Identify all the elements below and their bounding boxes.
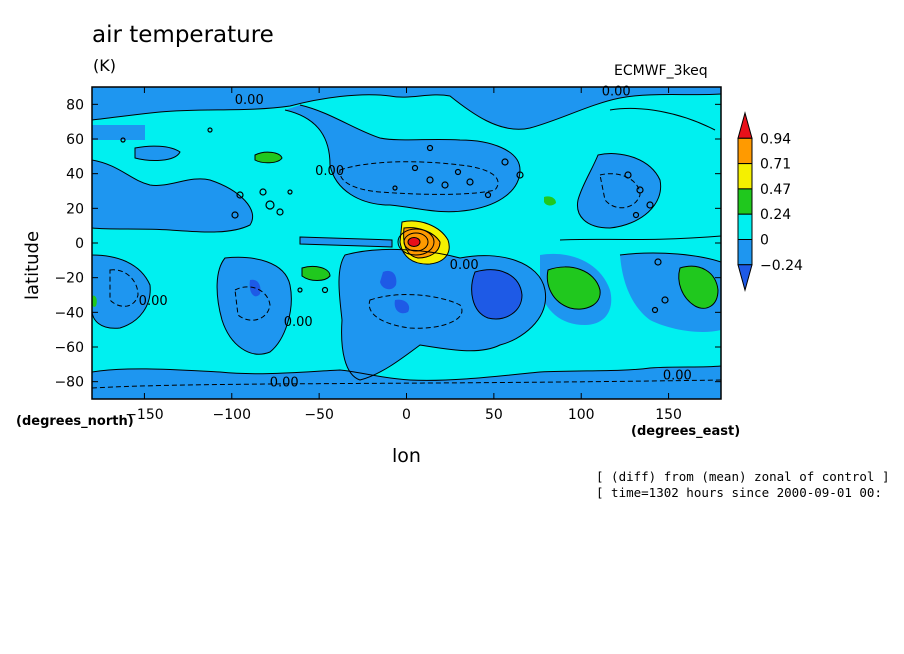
colorbar: 0.94 0.71 0.47 0.24 0 −0.24 — [737, 111, 803, 292]
colorbar-label: 0.94 — [760, 131, 791, 147]
y-tick-label: −80 — [54, 375, 84, 391]
x-tick-label: 0 — [402, 407, 411, 423]
colorbar-swatch — [737, 264, 753, 292]
note-line-1: [ (diff) from (mean) zonal of control ] — [596, 469, 890, 484]
colorbar-label: 0 — [760, 233, 769, 249]
contour-label: 0.00 — [284, 315, 313, 330]
y-tick-label: −40 — [54, 305, 84, 321]
contour-label: 0.00 — [602, 84, 631, 99]
note-line-2: [ time=1302 hours since 2000-09-01 00: — [596, 485, 882, 500]
contour-label: 0.00 — [663, 369, 692, 384]
contour-label: 0.00 — [450, 258, 479, 273]
colorbar-swatch — [737, 188, 753, 215]
colorbar-label: 0.71 — [760, 157, 791, 173]
x-axis: −150 −100 −50 0 50 100 150 — [125, 87, 682, 423]
y-tick-label: −60 — [54, 340, 84, 356]
contour-label: 0.00 — [315, 164, 344, 179]
y-tick-label: 80 — [66, 97, 84, 113]
x-tick-label: −50 — [304, 407, 334, 423]
chart-units: (K) — [93, 56, 116, 75]
y-tick-label: 20 — [66, 201, 84, 217]
x-tick-label: −150 — [125, 407, 163, 423]
small-contours — [120, 127, 669, 314]
colorbar-label: −0.24 — [760, 258, 803, 274]
colorbar-label: 0.47 — [760, 182, 791, 198]
x-tick-label: −100 — [213, 407, 251, 423]
y-tick-label: 0 — [75, 236, 84, 252]
contour-label: 0.00 — [139, 294, 168, 309]
x-axis-label: lon — [392, 445, 421, 467]
contour-label: 0.00 — [270, 376, 299, 391]
y-axis-label: latitude — [22, 230, 43, 300]
solid-contours — [92, 93, 721, 381]
colorbar-swatch — [737, 163, 753, 190]
y-tick-label: −20 — [54, 271, 84, 287]
contour-labels: 0.00 0.00 0.00 0.00 0.00 0.00 0.00 0.00 — [139, 84, 692, 390]
x-tick-label: 150 — [655, 407, 682, 423]
source-label: ECMWF_3keq — [614, 63, 708, 79]
colorbar-swatch — [737, 137, 753, 165]
x-tick-label: 50 — [485, 407, 503, 423]
colorbar-swatch — [737, 111, 753, 139]
contour-field — [92, 87, 721, 399]
dashed-contours — [92, 161, 721, 389]
x-units-label: (degrees_east) — [631, 424, 741, 439]
y-tick-label: 40 — [66, 167, 84, 183]
colorbar-swatch — [737, 213, 753, 240]
y-units-label: (degrees_north) — [16, 414, 134, 429]
y-axis: 80 60 40 20 0 −20 −40 −60 −80 — [54, 97, 721, 391]
contour-label: 0.00 — [235, 93, 264, 108]
chart-title: air temperature — [92, 22, 274, 48]
y-tick-label: 60 — [66, 132, 84, 148]
colorbar-label: 0.24 — [760, 207, 791, 223]
x-tick-label: 100 — [568, 407, 595, 423]
colorbar-swatch — [737, 239, 753, 266]
